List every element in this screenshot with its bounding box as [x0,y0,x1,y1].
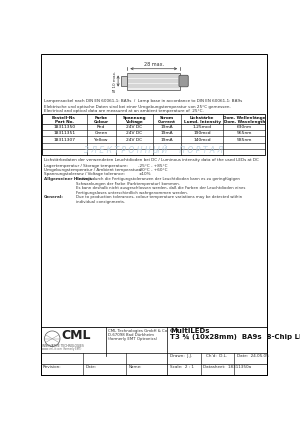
Text: MultiLEDs: MultiLEDs [170,328,209,334]
Text: 140mcd: 140mcd [194,138,211,142]
Text: 18311307: 18311307 [53,138,75,142]
Text: 19mA: 19mA [161,131,173,136]
Text: 24V DC: 24V DC [126,131,142,136]
Text: Lichstärkedaten der verwendeten Leuchtdioden bei DC / Luminous intensity data of: Lichstärkedaten der verwendeten Leuchtdi… [44,158,259,162]
Text: 24V DC: 24V DC [126,138,142,142]
Text: 28 max.: 28 max. [144,62,164,67]
Text: D-67098 Bad Dürkheim: D-67098 Bad Dürkheim [108,333,154,337]
Text: Lumd. Intensity: Lumd. Intensity [184,119,221,124]
Text: Farbe: Farbe [94,116,108,120]
Text: Ø 10 max.: Ø 10 max. [113,71,117,92]
Text: -20°C - +60°C: -20°C - +60°C [138,168,168,172]
Text: Bestell-Nr.: Bestell-Nr. [52,116,76,120]
Text: Green: Green [94,131,108,136]
Bar [128,73,180,90]
Text: Lampensockel nach DIN EN 60061-1: BA9s  /  Lamp base in accordance to DIN EN 600: Lampensockel nach DIN EN 60061-1: BA9s /… [44,99,242,103]
Text: Date:  24.05.05: Date: 24.05.05 [237,354,268,358]
Text: 18311350: 18311350 [53,125,75,129]
Text: Bedingt durch die Fertigungstoleranzen der Leuchtdioden kann es zu geringfügigen: Bedingt durch die Fertigungstoleranzen d… [76,177,246,195]
Text: 585nm: 585nm [237,138,252,142]
Text: INNOVATIVE TECHNOLOGIES: INNOVATIVE TECHNOLOGIES [42,344,84,348]
Text: Dom. Wellenlänge: Dom. Wellenlänge [223,116,266,120]
Bar [121,76,127,86]
Bar [40,327,267,375]
Text: Dom. Wavelength: Dom. Wavelength [224,119,265,124]
Text: 630nm: 630nm [237,125,252,129]
Text: 190mcd: 190mcd [194,131,211,136]
Text: З Л Е К Т Р О Н Н Ы Й     П О Р Т А Л: З Л Е К Т Р О Н Н Ы Й П О Р Т А Л [84,146,223,155]
Text: CML: CML [61,329,91,342]
Text: 1.25mcd: 1.25mcd [193,125,212,129]
Text: Umgebungstemperatur / Ambient temperature:: Umgebungstemperatur / Ambient temperatur… [44,168,142,172]
Text: Date:: Date: [85,365,97,369]
Text: Drawn:  J.J.: Drawn: J.J. [170,354,192,358]
Text: Datasheet:  18311350a: Datasheet: 18311350a [203,365,251,369]
Text: Name:: Name: [128,365,142,369]
Text: Electrical and optical data are measured at an ambient temperature of  25°C.: Electrical and optical data are measured… [44,109,203,113]
Text: 565nm: 565nm [237,131,252,136]
Text: CML Technologies GmbH & Co. KG: CML Technologies GmbH & Co. KG [108,329,175,333]
Text: Yellow: Yellow [94,138,108,142]
Text: 19mA: 19mA [161,138,173,142]
Bar [42,114,266,155]
Text: Lichstärke: Lichstärke [190,116,214,120]
Text: Colour: Colour [94,119,109,124]
Text: Spannungstoleranz / Voltage tolerance:: Spannungstoleranz / Voltage tolerance: [44,172,125,176]
Text: Spannung: Spannung [123,116,146,120]
Text: Ch’d:  D.L.: Ch’d: D.L. [206,354,227,358]
Text: Strom: Strom [160,116,174,120]
Text: Due to production tolerances, colour temperature variations may be detected with: Due to production tolerances, colour tem… [76,195,242,204]
Text: Lagertemperatur / Storage temperature:: Lagertemperatur / Storage temperature: [44,164,128,168]
Text: Elektrische und optische Daten sind bei einer Umgebungstemperatur von 25°C gemes: Elektrische und optische Daten sind bei … [44,105,230,109]
Text: -25°C - +85°C: -25°C - +85°C [138,164,168,168]
Text: (formerly EMT Optronics): (formerly EMT Optronics) [108,337,157,341]
Text: Red: Red [97,125,105,129]
Text: 19mA: 19mA [161,125,173,129]
Text: Scale:  2 : 1: Scale: 2 : 1 [170,365,194,369]
Text: www.cml-it.com (formerly EMT): www.cml-it.com (formerly EMT) [42,347,82,351]
Text: Part No.: Part No. [55,119,74,124]
Text: Current: Current [158,119,176,124]
Text: T3 ¾ (10x28mm)  BA9s  8-Chip LED: T3 ¾ (10x28mm) BA9s 8-Chip LED [170,334,300,340]
Text: 24V DC: 24V DC [126,125,142,129]
Text: Allgemeiner Hinweis:: Allgemeiner Hinweis: [44,177,94,181]
Text: ±10%: ±10% [138,172,151,176]
Text: 18311351: 18311351 [53,131,75,136]
Text: Revision:: Revision: [43,365,62,369]
Text: Voltage: Voltage [126,119,143,124]
Text: General:: General: [44,195,64,199]
FancyBboxPatch shape [179,75,188,87]
